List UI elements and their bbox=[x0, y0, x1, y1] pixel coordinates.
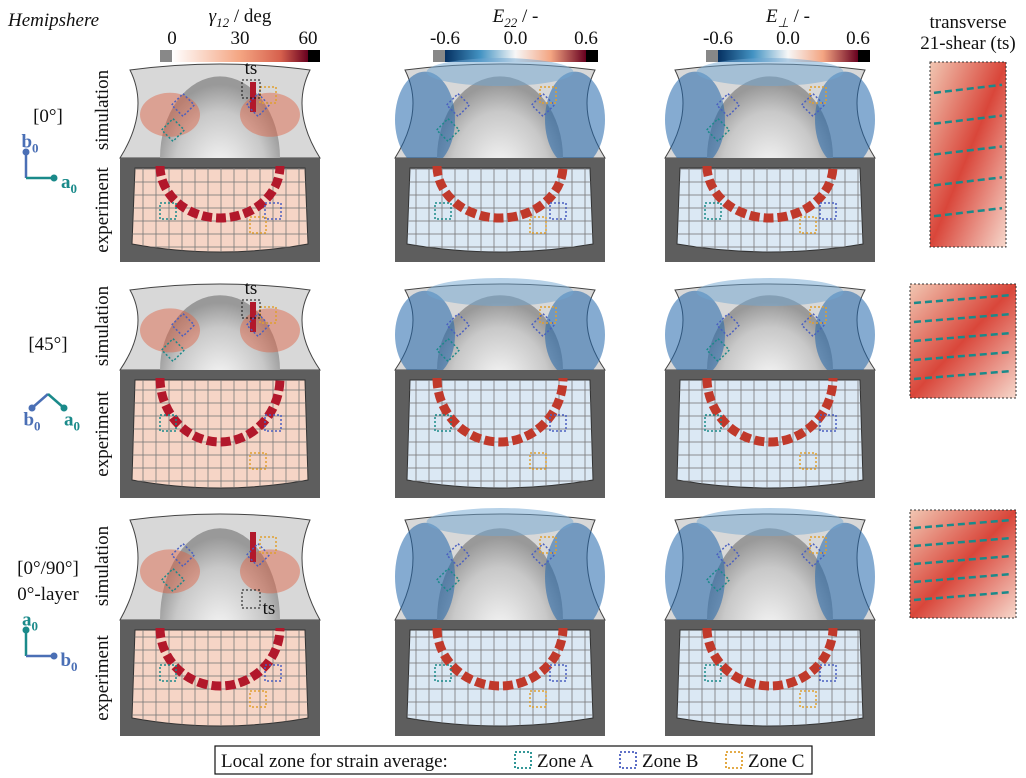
legend-label: Zone B bbox=[642, 751, 698, 772]
unit: / - bbox=[789, 6, 810, 27]
strain-field bbox=[427, 58, 574, 86]
legend-title: Local zone for strain average: bbox=[221, 751, 448, 772]
row-label: 0°-layer bbox=[17, 584, 79, 605]
axis-label: a0 bbox=[61, 172, 77, 196]
subscript: 12 bbox=[216, 15, 230, 30]
colorbar-tick-label: -0.6 bbox=[430, 28, 460, 49]
inset-title: 21-shear (ts) bbox=[920, 33, 1016, 54]
colorbar-tick-label: 0 bbox=[167, 28, 177, 49]
unit: / deg bbox=[229, 6, 272, 27]
axis-label: b0 bbox=[21, 132, 38, 156]
figure: Hemipshere Local zone for strain average… bbox=[0, 0, 1026, 778]
strain-field bbox=[665, 523, 725, 631]
axis-name: b bbox=[21, 132, 32, 153]
colorbar-tick-label: -0.6 bbox=[703, 28, 733, 49]
colorbar-tick-label: 30 bbox=[231, 28, 250, 49]
strain-field bbox=[545, 291, 605, 379]
strain-peak bbox=[250, 302, 256, 332]
strain-field bbox=[815, 523, 875, 631]
strain-field bbox=[240, 549, 300, 593]
strain-field bbox=[140, 549, 200, 593]
strain-peak bbox=[250, 82, 256, 112]
colorbar-over bbox=[586, 50, 598, 62]
colorbar-tick-label: 60 bbox=[299, 28, 318, 49]
ts-label: ts bbox=[245, 58, 258, 79]
strain-field bbox=[395, 72, 455, 168]
axis-label: a0 bbox=[22, 610, 38, 634]
strain-field bbox=[665, 72, 725, 168]
panel-label: simulation bbox=[92, 285, 113, 366]
strain-field bbox=[240, 93, 300, 137]
colorbar-title: γ12 / deg bbox=[209, 6, 272, 30]
colorbar-title: E⊥ / - bbox=[765, 6, 810, 30]
strain-field bbox=[545, 523, 605, 631]
strain-field bbox=[545, 72, 605, 168]
axis-name: a bbox=[22, 610, 32, 631]
axis-sub: 0 bbox=[32, 619, 39, 634]
symbol: E bbox=[492, 6, 505, 27]
axis-label: a0 bbox=[64, 410, 80, 434]
colorbar-title: E22 / - bbox=[492, 6, 539, 30]
strain-field bbox=[665, 291, 725, 379]
experiment-grid bbox=[677, 380, 863, 488]
strain-field bbox=[395, 291, 455, 379]
axis-name: b bbox=[23, 410, 34, 431]
axis-arrowhead bbox=[51, 653, 58, 660]
colorbar-over bbox=[308, 50, 320, 62]
colorbar-tick-label: 0.6 bbox=[846, 28, 870, 49]
strain-field bbox=[240, 308, 300, 352]
strain-field bbox=[697, 58, 844, 86]
row-label: [45°] bbox=[28, 334, 67, 355]
strain-field bbox=[697, 278, 844, 306]
panel-label: experiment bbox=[92, 167, 113, 253]
panel-label: simulation bbox=[92, 69, 113, 150]
ts-label: ts bbox=[245, 278, 258, 299]
panel-label: simulation bbox=[92, 525, 113, 606]
experiment-grid bbox=[407, 380, 593, 488]
unit: / - bbox=[517, 6, 538, 27]
legend-label: Zone A bbox=[537, 751, 594, 772]
axis-sub: 0 bbox=[74, 419, 81, 434]
ts-label: ts bbox=[263, 598, 276, 619]
colorbar-tick-label: 0.0 bbox=[504, 28, 528, 49]
axis-label: b0 bbox=[60, 650, 77, 674]
axis-name: a bbox=[61, 172, 71, 193]
inset-title: transverse bbox=[929, 12, 1006, 33]
strain-peak bbox=[250, 532, 256, 562]
colorbar-tick-label: 0.6 bbox=[574, 28, 598, 49]
strain-field bbox=[697, 508, 844, 536]
strain-field bbox=[395, 523, 455, 631]
figure-title: Hemipshere bbox=[7, 10, 99, 31]
colorbar-tick-label: 0.0 bbox=[776, 28, 800, 49]
legend: Local zone for strain average: Zone A Zone… bbox=[215, 746, 812, 774]
row-label: [0°] bbox=[33, 106, 63, 127]
axis-sub: 0 bbox=[71, 659, 78, 674]
axis-name: a bbox=[64, 410, 74, 431]
strain-field bbox=[140, 93, 200, 137]
strain-field bbox=[427, 508, 574, 536]
strain-field bbox=[815, 72, 875, 168]
axis-sub: 0 bbox=[34, 419, 41, 434]
panel-label: experiment bbox=[92, 391, 113, 477]
axis-label: b0 bbox=[23, 410, 40, 434]
axis-sub: 0 bbox=[32, 141, 39, 156]
row-label: [0°/90°] bbox=[17, 558, 79, 579]
strain-field bbox=[427, 278, 574, 306]
axis-name: b bbox=[60, 650, 71, 671]
strain-field bbox=[140, 308, 200, 352]
colorbar-under bbox=[433, 50, 445, 62]
colorbar-under bbox=[706, 50, 718, 62]
legend-label: Zone C bbox=[748, 751, 804, 772]
symbol: E bbox=[765, 6, 778, 27]
axis-arrowhead bbox=[51, 175, 58, 182]
colorbar-under bbox=[160, 50, 172, 62]
panel-label: experiment bbox=[92, 635, 113, 721]
colorbar-over bbox=[858, 50, 870, 62]
colorbar bbox=[172, 50, 308, 62]
axis-sub: 0 bbox=[71, 181, 78, 196]
strain-field bbox=[815, 291, 875, 379]
